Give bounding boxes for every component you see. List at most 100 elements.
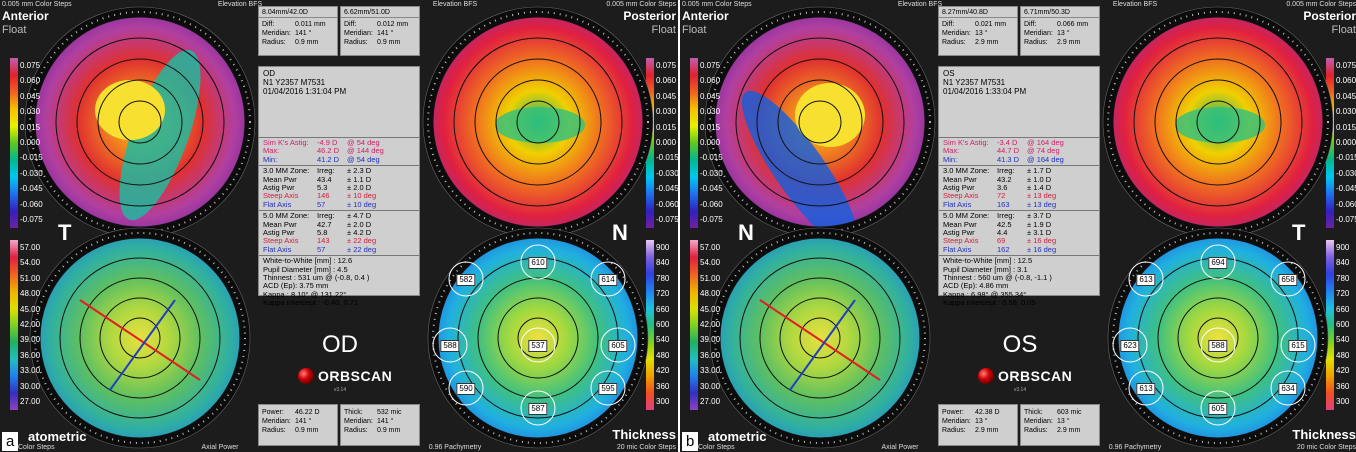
scale-label: 48.00 xyxy=(20,290,40,298)
summary-cell: 5.3 xyxy=(317,184,327,192)
scale-label: 45.00 xyxy=(700,306,720,314)
scale-label: 360 xyxy=(1336,383,1349,391)
summary-cell: Mean Pwr xyxy=(263,176,297,184)
scale-label: 33.00 xyxy=(20,367,40,375)
map-title: Posterior xyxy=(623,10,676,22)
steps-label: 0.005 mm Color Steps xyxy=(606,1,676,8)
info-value: 2.9 mm xyxy=(1057,427,1080,434)
map xyxy=(40,238,240,438)
summary-cell: @ 164 deg xyxy=(1027,139,1064,147)
map-title: Anterior xyxy=(2,10,49,22)
info-box: 8.04mm/42.0DDiff:0.011 mmMeridian:141 °R… xyxy=(258,6,338,56)
summary-cell: 3.0 MM Zone: xyxy=(263,167,309,175)
summary-cell: 163 xyxy=(997,201,1010,209)
map-subtitle: Float xyxy=(2,25,26,36)
scale-label: -0.045 xyxy=(20,185,43,193)
summary-cell: 5.0 MM Zone: xyxy=(263,212,309,220)
scale-label: -0.075 xyxy=(700,216,723,224)
summary-cell: 72 xyxy=(997,192,1005,200)
scale-label: 48.00 xyxy=(700,290,720,298)
map-label: 0.96 Pachymetry xyxy=(1109,444,1162,451)
scale-label: -0.030 xyxy=(700,170,723,178)
summary-cell: 5.8 xyxy=(317,229,327,237)
summary-cell: Steep Axis xyxy=(263,237,298,245)
summary-cell: @ 54 deg xyxy=(347,139,380,147)
pachy-value: 613 xyxy=(1136,274,1155,286)
summary-box: ODN1 Y2357 M753101/04/2016 1:31:04 PMSim… xyxy=(258,66,420,296)
summary-cell: Kappa Intercept : -0.40, 0.71 xyxy=(263,299,358,307)
info-value: 13 ° xyxy=(975,30,988,37)
map-title: atometric xyxy=(28,430,87,443)
info-box: 6.71mm/50.3DDiff:0.066 mmMeridian:13 °Ra… xyxy=(1020,6,1100,56)
steps-label: 20 mic Color Steps xyxy=(617,444,676,451)
scale-label: 51.00 xyxy=(20,275,40,283)
scale-label: -0.030 xyxy=(20,170,43,178)
scale-label: 0.000 xyxy=(1336,139,1356,147)
scale-label: 540 xyxy=(1336,336,1349,344)
scale-label: 780 xyxy=(1336,275,1349,283)
summary-cell: ± 2.0 D xyxy=(347,221,371,229)
steps-label: Color Steps xyxy=(698,444,735,451)
map-label: 0.96 Pachymetry xyxy=(429,444,482,451)
info-label: Meridian: xyxy=(262,30,291,37)
info-value: 0.9 mm xyxy=(377,427,400,434)
summary-cell: @ 74 deg xyxy=(1027,147,1060,155)
pachy-value: 595 xyxy=(598,383,617,395)
scale-label: -0.045 xyxy=(656,185,678,193)
summary-cell: Min: xyxy=(943,156,957,164)
scale-label: 300 xyxy=(656,398,669,406)
summary-cell: 146 xyxy=(317,192,330,200)
scale-label: 27.00 xyxy=(20,398,40,406)
summary-cell: Irreg: xyxy=(997,212,1015,220)
info-box: Thick:532 micMeridian:141 °Radius:0.9 mm xyxy=(340,404,420,446)
scale-label: 0.045 xyxy=(20,93,40,101)
logo-text: ORBSCAN xyxy=(998,369,1072,383)
summary-cell: ACD (Ep): 4.86 mm xyxy=(943,282,1008,290)
summary-cell: Kappa Intercept : 0.59, 0.05 xyxy=(943,299,1036,307)
map-fill xyxy=(720,238,920,438)
panel-letter: a xyxy=(2,432,18,451)
info-label: Diff: xyxy=(942,21,954,28)
summary-cell: 4.4 xyxy=(997,229,1007,237)
scale-label: 420 xyxy=(1336,367,1349,375)
side-label: N xyxy=(738,222,754,244)
summary-cell: 42.7 xyxy=(317,221,332,229)
summary-cell: Flat Axis xyxy=(943,246,971,254)
scale-label: 54.00 xyxy=(700,259,720,267)
summary-cell: 42.5 xyxy=(997,221,1012,229)
scale-label: -0.060 xyxy=(20,201,43,209)
summary-cell: Astig Pwr xyxy=(263,184,295,192)
scale-label: 0.060 xyxy=(20,77,40,85)
steps-label: 20 mic Color Steps xyxy=(1297,444,1356,451)
info-label: Radius: xyxy=(262,427,286,434)
steps-label: 0.005 mm Color Steps xyxy=(2,1,72,8)
scale-bar xyxy=(690,240,698,410)
scale-label: 0.060 xyxy=(656,77,676,85)
summary-cell: Kappa : 8.10° @ 131.22° xyxy=(263,291,346,299)
info-label: Meridian: xyxy=(1024,30,1053,37)
screenshot: 0.0750.0600.0450.0300.0150.000-0.015-0.0… xyxy=(0,0,1356,452)
pachy-value: 537 xyxy=(528,340,547,352)
divider xyxy=(939,17,1017,18)
scale-label: 0.030 xyxy=(700,108,720,116)
pachy-value: 634 xyxy=(1278,383,1297,395)
scale-label: -0.075 xyxy=(656,216,678,224)
summary-header: 01/04/2016 1:33:04 PM xyxy=(943,88,1026,96)
summary-cell: 41.3 D xyxy=(997,156,1019,164)
summary-cell: -3.4 D xyxy=(997,139,1017,147)
summary-cell: Sim K's Astig: xyxy=(263,139,309,147)
info-value: 46.22 D xyxy=(295,409,320,416)
scale-label: 0.045 xyxy=(700,93,720,101)
summary-cell: Irreg: xyxy=(317,167,335,175)
scale-label: 600 xyxy=(656,321,669,329)
info-header: 6.62mm/51.0D xyxy=(344,9,390,16)
scale-label: 480 xyxy=(1336,352,1349,360)
pachy-value: 610 xyxy=(528,257,547,269)
scale-label: -0.030 xyxy=(656,170,678,178)
scale-label: 0.060 xyxy=(700,77,720,85)
scale-label: 0.045 xyxy=(656,93,676,101)
summary-cell: ± 4.2 D xyxy=(347,229,371,237)
summary-header: 01/04/2016 1:31:04 PM xyxy=(263,88,346,96)
summary-cell: Mean Pwr xyxy=(943,221,977,229)
pachy-value: 623 xyxy=(1120,340,1139,352)
